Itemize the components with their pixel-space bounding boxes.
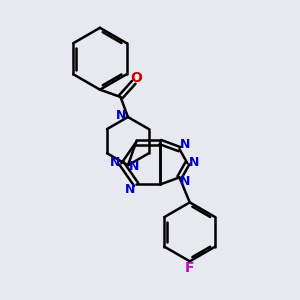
Text: N: N bbox=[116, 109, 127, 122]
Text: N: N bbox=[125, 183, 136, 196]
Text: N: N bbox=[129, 160, 140, 173]
Text: F: F bbox=[185, 261, 194, 275]
Text: N: N bbox=[110, 156, 120, 169]
Text: N: N bbox=[180, 175, 190, 188]
Text: N: N bbox=[189, 156, 199, 169]
Text: O: O bbox=[130, 71, 142, 85]
Text: N: N bbox=[180, 139, 190, 152]
